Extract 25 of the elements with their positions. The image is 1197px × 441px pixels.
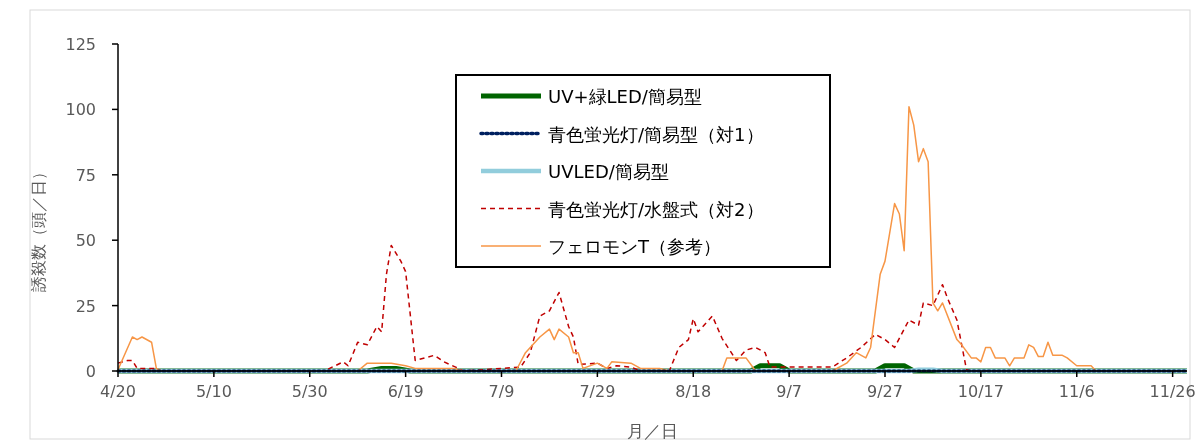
y-tick-label: 25 (75, 296, 96, 316)
y-tick-label: 75 (75, 165, 96, 185)
y-tick-label: 100 (65, 100, 96, 120)
x-tick-label: 11/26 (1149, 382, 1196, 401)
x-tick-label: 7/9 (488, 382, 515, 401)
x-tick-label: 4/20 (100, 382, 136, 401)
x-tick-label: 6/19 (387, 382, 424, 401)
x-tick-label: 10/17 (957, 382, 1004, 401)
x-tick-label: 7/29 (579, 382, 616, 401)
y-tick-label: 0 (85, 362, 96, 381)
x-tick-label: 5/10 (195, 382, 232, 401)
y-tick-label: 50 (75, 231, 96, 251)
x-tick-label: 9/27 (867, 382, 903, 401)
legend-label: UVLED/簡易型 (548, 161, 669, 182)
y-tick-label: 125 (65, 35, 96, 54)
legend-label: 青色蛍光灯/水盤式（対2） (548, 198, 764, 220)
x-tick-label: 8/18 (675, 382, 712, 401)
legend-label: UV+緑LED/簡易型 (548, 86, 702, 107)
x-tick-label: 5/30 (291, 382, 328, 401)
legend-label: フェロモンT（参考） (548, 236, 721, 257)
legend-label: 青色蛍光灯/簡易型（対1） (548, 123, 764, 145)
x-tick-label: 11/6 (1058, 382, 1095, 401)
x-tick-label: 9/7 (776, 382, 802, 401)
y-axis-title: 誘殺数（頭／日） (29, 163, 48, 292)
x-axis-title: 月／日 (627, 421, 678, 441)
